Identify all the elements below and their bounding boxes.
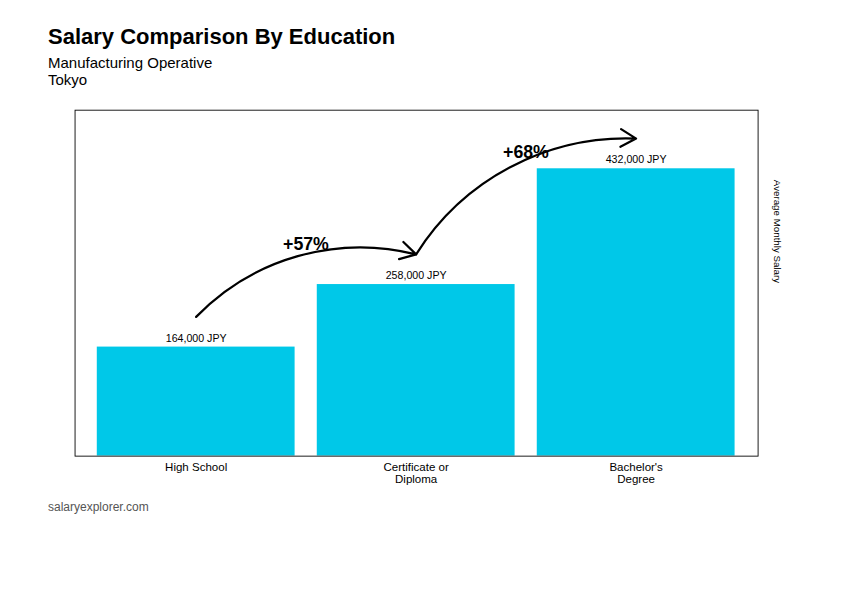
svg-text:164,000 JPY: 164,000 JPY [166,332,227,344]
svg-text:Bachelor'sDegree: Bachelor'sDegree [609,461,663,485]
svg-text:Average Monthly Salary: Average Monthly Salary [772,180,783,283]
svg-text:+68%: +68% [503,142,549,162]
html-text:salaryexplorer.com: salaryexplorer.com [48,500,149,514]
svg-text:+57%: +57% [283,234,329,254]
svg-text:258,000 JPY: 258,000 JPY [386,269,447,281]
svg-text:High School: High School [165,461,227,473]
html-text:Tokyo: Tokyo [48,71,88,88]
html-text:Manufacturing Operative: Manufacturing Operative [48,54,213,71]
svg-text:Certificate orDiploma: Certificate orDiploma [383,461,448,485]
svg-text:432,000 JPY: 432,000 JPY [606,153,667,165]
html-text:Salary Comparison By Education: Salary Comparison By Education [48,24,396,49]
